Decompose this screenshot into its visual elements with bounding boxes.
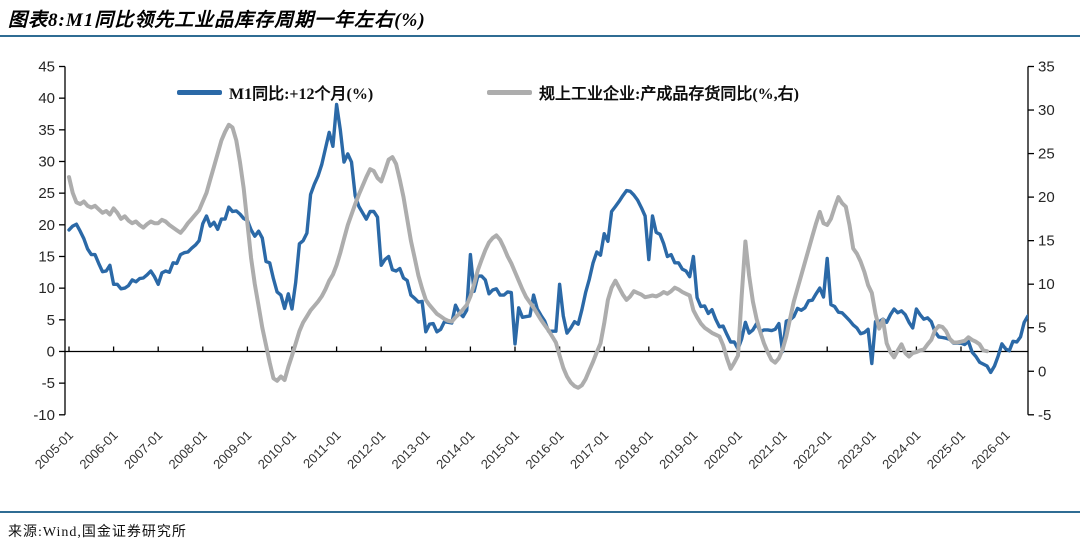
x-axis-tick-label: 2012-01 xyxy=(344,428,388,472)
right-axis-tick-label: 30 xyxy=(1038,102,1055,119)
right-axis-tick-label: 0 xyxy=(1038,363,1046,380)
inventory-line-swatch xyxy=(487,89,532,95)
legend-item-inventory: 规上工业企业:产成品存货同比(%,右) xyxy=(487,82,799,103)
x-axis-tick-label: 2014-01 xyxy=(433,428,477,472)
axes: 45 40 35 30 25 20 15 10 5 0 -5 -10 35 30 25 20 15 10 5 0 -5 2… xyxy=(32,59,1055,472)
x-axis-tick-label: 2015-01 xyxy=(478,428,522,472)
x-axis-tick-label: 2011-01 xyxy=(300,428,344,472)
x-axis-tick-label: 2022-01 xyxy=(790,428,834,472)
left-axis-tick-label: 0 xyxy=(47,343,55,360)
x-axis-tick-label: 2016-01 xyxy=(522,428,566,472)
right-axis-tick-label: 25 xyxy=(1038,146,1055,163)
right-axis-tick-label: 20 xyxy=(1038,189,1055,206)
left-axis-tick-label: -10 xyxy=(33,407,55,424)
inventory-series-line xyxy=(67,122,989,390)
left-axis-tick-label: -5 xyxy=(42,375,55,392)
x-axis-tick-label: 2009-01 xyxy=(210,428,254,472)
chart-legend: M1同比:+12个月(%) 规上工业企业:产成品存货同比(%,右) xyxy=(0,82,1080,103)
right-axis-tick-label: 10 xyxy=(1038,276,1055,293)
source-note: 来源:Wind,国金证券研究所 xyxy=(8,525,187,540)
x-axis-tick-label: 2023-01 xyxy=(835,428,879,472)
x-axis-tick-label: 2005-01 xyxy=(32,428,76,472)
left-axis-tick-label: 10 xyxy=(38,280,55,297)
m1-inventory-line-chart: 45 40 35 30 25 20 15 10 5 0 -5 -10 35 30 25 20 15 10 5 0 -5 2… xyxy=(32,59,1055,472)
x-axis-tick-label: 2013-01 xyxy=(389,428,433,472)
x-axis-tick-label: 2007-01 xyxy=(121,428,165,472)
x-axis-tick-label: 2024-01 xyxy=(879,428,923,472)
left-axis-tick-label: 35 xyxy=(38,122,55,139)
right-axis-tick-label: 15 xyxy=(1038,233,1055,250)
series-lines xyxy=(67,102,1028,390)
x-axis-tick-label: 2026-01 xyxy=(968,428,1012,472)
left-axis-tick-label: 25 xyxy=(38,185,55,202)
legend-label-inventory: 规上工业企业:产成品存货同比(%,右) xyxy=(539,86,799,103)
left-axis-tick-label: 20 xyxy=(38,217,55,234)
left-axis-tick-label: 30 xyxy=(38,153,55,170)
x-axis-tick-label: 2010-01 xyxy=(255,428,299,472)
right-axis-tick-label: -5 xyxy=(1038,407,1051,424)
x-axis-tick-label: 2008-01 xyxy=(166,428,210,472)
left-axis-tick-label: 15 xyxy=(38,248,55,265)
left-axis-tick-label: 45 xyxy=(38,59,55,76)
legend-label-m1: M1同比:+12个月(%) xyxy=(229,86,374,103)
x-axis-tick-label: 2019-01 xyxy=(656,428,700,472)
left-axis-tick-label: 40 xyxy=(38,90,55,107)
m1-line-swatch xyxy=(177,89,222,95)
x-axis-tick-label: 2021-01 xyxy=(745,428,789,472)
x-axis-tick-label: 2006-01 xyxy=(76,428,120,472)
x-axis-tick-label: 2018-01 xyxy=(612,428,656,472)
x-axis-tick-label: 2017-01 xyxy=(567,428,611,472)
chart-title: 图表8:M1同比领先工业品库存周期一年左右(%) xyxy=(8,10,426,31)
footer-divider-rule xyxy=(0,511,1080,513)
right-axis-tick-label: 5 xyxy=(1038,320,1046,337)
title-divider-rule xyxy=(0,35,1080,37)
right-axis-tick-label: 35 xyxy=(1038,59,1055,76)
legend-item-m1: M1同比:+12个月(%) xyxy=(177,82,374,103)
x-axis-tick-label: 2025-01 xyxy=(924,428,968,472)
left-axis-tick-label: 5 xyxy=(47,312,55,329)
x-axis-tick-label: 2020-01 xyxy=(701,428,745,472)
